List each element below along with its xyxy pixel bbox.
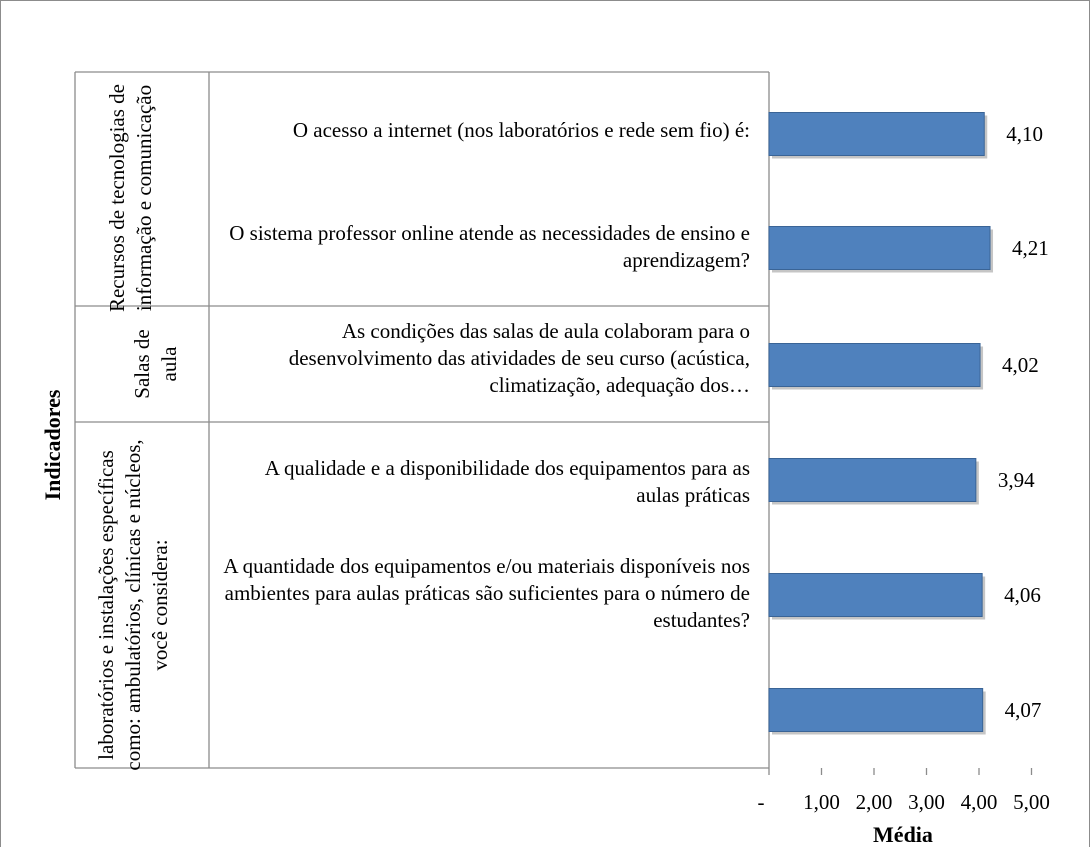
bar-value-label: 4,02	[1002, 353, 1039, 377]
bar-value-label: 4,10	[1006, 122, 1043, 146]
bar	[768, 226, 991, 270]
question-salas: As condições das salas de aula colaboram…	[288, 319, 750, 397]
question-professor-online: O sistema professor online atende as nec…	[229, 221, 750, 272]
bar-value-label: 4,07	[1005, 698, 1042, 722]
x-tick-label: -	[758, 790, 765, 814]
y-axis-title: Indicadores	[40, 389, 65, 501]
x-tick-label: 2,00	[856, 790, 893, 814]
bar	[768, 458, 977, 502]
bar	[768, 688, 984, 732]
bar	[768, 112, 985, 156]
group-label-tic: Recursos de tecnologias de informação e …	[105, 83, 156, 313]
bar-value-label: 3,94	[998, 468, 1035, 492]
x-tick-label: 5,00	[1013, 790, 1050, 814]
bar	[768, 343, 981, 387]
x-tick-label: 4,00	[961, 790, 998, 814]
question-quantidade-equipamentos: A quantidade dos equipamentos e/ou mater…	[223, 554, 750, 632]
question-qualidade-equipamentos: A qualidade e a disponibilidade dos equi…	[264, 456, 750, 507]
group-label-laboratorios: laboratórios e instalações específicas c…	[94, 439, 172, 771]
x-tick-label: 1,00	[803, 790, 840, 814]
bar-value-label: 4,21	[1012, 236, 1049, 260]
x-axis-title: Média	[873, 822, 933, 847]
bar	[768, 573, 983, 617]
x-tick-label: 3,00	[908, 790, 945, 814]
group-label-salas: Salas de aula	[130, 329, 181, 399]
bar-value-label: 4,06	[1004, 583, 1041, 607]
question-internet: O acesso a internet (nos laboratórios e …	[292, 118, 750, 142]
